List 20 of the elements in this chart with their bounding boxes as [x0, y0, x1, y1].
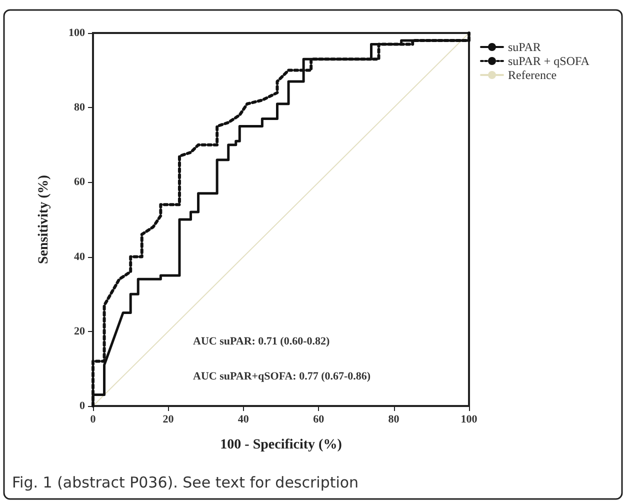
y-tick-label: 60 — [74, 176, 86, 188]
x-tick-label: 100 — [460, 414, 478, 426]
y-tick-label: 80 — [74, 102, 86, 114]
x-tick-label: 0 — [90, 414, 96, 426]
x-tick-label: 40 — [238, 414, 250, 426]
x-tick-label: 60 — [313, 414, 325, 426]
legend-label: suPAR — [508, 40, 541, 54]
annotation: AUC suPAR: 0.71 (0.60-0.82) — [193, 336, 330, 348]
annotation: AUC suPAR+qSOFA: 0.77 (0.67-0.86) — [193, 370, 371, 382]
legend-label: suPAR + qSOFA — [508, 54, 590, 68]
y-tick-label: 20 — [74, 325, 86, 338]
x-axis-title: 100 - Specificity (%) — [220, 438, 342, 452]
x-tick-label: 20 — [162, 414, 174, 426]
y-tick-label: 40 — [74, 250, 86, 263]
y-axis-title: Sensitivity (%) — [36, 174, 52, 264]
y-tick-label: 0 — [80, 400, 86, 412]
caption: Fig. 1 (abstract P036). See text for description — [12, 474, 359, 492]
x-tick-label: 80 — [388, 414, 400, 426]
legend-label: Reference — [508, 68, 557, 82]
y-tick-label: 100 — [68, 27, 86, 39]
